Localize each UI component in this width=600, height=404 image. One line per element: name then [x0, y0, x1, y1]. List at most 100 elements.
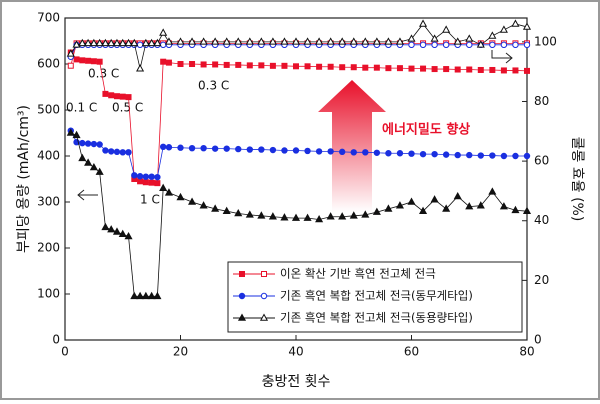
annotation: 0.3 C	[198, 79, 229, 93]
marker	[431, 41, 438, 49]
marker	[385, 65, 392, 72]
marker	[159, 41, 167, 49]
marker	[102, 147, 109, 154]
marker	[395, 201, 404, 209]
marker	[453, 37, 462, 45]
marker	[304, 63, 311, 70]
x-tick-label: 20	[173, 345, 188, 359]
y2-tick-label: 20	[534, 273, 549, 287]
marker	[350, 149, 357, 156]
marker	[304, 147, 311, 155]
marker	[141, 38, 150, 47]
marker	[148, 179, 155, 186]
marker	[258, 146, 265, 153]
legend	[227, 261, 523, 333]
marker	[442, 151, 450, 158]
marker	[269, 62, 276, 69]
marker	[165, 144, 173, 151]
marker	[443, 66, 450, 73]
marker	[96, 58, 103, 65]
marker	[147, 291, 156, 300]
marker	[112, 227, 122, 235]
marker	[499, 25, 508, 33]
marker	[512, 67, 519, 74]
marker	[431, 66, 438, 73]
marker	[131, 172, 138, 179]
marker	[124, 231, 133, 240]
marker	[142, 179, 149, 186]
marker	[316, 63, 323, 70]
marker	[257, 211, 266, 219]
marker	[125, 94, 132, 101]
y2-tick-label: 40	[534, 213, 549, 227]
marker	[113, 93, 120, 100]
marker	[136, 41, 144, 49]
marker	[118, 38, 127, 47]
marker	[523, 41, 531, 49]
marker	[153, 38, 162, 47]
marker	[431, 150, 438, 158]
marker	[280, 213, 289, 221]
marker	[165, 59, 172, 66]
marker	[199, 201, 208, 209]
x-tick-label: 80	[519, 345, 534, 359]
y-tick-label: 200	[37, 241, 60, 255]
marker	[512, 152, 519, 160]
marker	[372, 207, 381, 215]
marker	[465, 202, 474, 210]
marker	[420, 65, 427, 72]
annotation: 0.1 C	[66, 101, 97, 115]
marker	[78, 38, 87, 47]
marker	[125, 149, 132, 156]
marker	[522, 206, 532, 214]
marker	[349, 37, 358, 45]
marker	[524, 67, 530, 74]
marker	[326, 212, 335, 220]
marker	[130, 38, 139, 47]
marker	[466, 66, 473, 73]
marker	[280, 37, 289, 45]
marker	[148, 173, 155, 180]
marker	[477, 152, 484, 159]
marker	[164, 37, 173, 45]
y2-tick-label: 60	[534, 154, 549, 168]
legend-marker	[261, 271, 267, 277]
marker	[78, 153, 87, 162]
legend-marker	[238, 292, 246, 300]
marker	[136, 173, 144, 180]
marker	[338, 37, 347, 45]
marker	[101, 38, 110, 47]
marker	[477, 66, 484, 73]
marker	[95, 167, 104, 175]
marker	[245, 210, 254, 218]
marker	[108, 148, 115, 155]
marker	[315, 214, 324, 223]
y-tick-label: 100	[37, 287, 60, 301]
marker	[66, 49, 75, 57]
marker	[101, 222, 110, 231]
marker	[293, 63, 299, 70]
legend-label: 기존 흑연 복합 전고체 전극(동용량타입)	[280, 311, 473, 325]
marker	[89, 162, 98, 171]
y2-tick-label: 80	[534, 94, 549, 108]
marker	[373, 149, 381, 156]
marker	[281, 62, 288, 69]
marker	[66, 128, 75, 136]
marker	[466, 41, 473, 49]
marker	[160, 58, 167, 65]
marker	[189, 61, 196, 67]
marker	[96, 141, 103, 148]
marker	[327, 63, 334, 70]
marker	[79, 57, 86, 64]
marker	[200, 144, 207, 152]
marker	[349, 211, 358, 219]
marker	[500, 152, 508, 160]
marker	[95, 38, 104, 47]
marker	[350, 64, 357, 71]
axis-arrow	[77, 189, 98, 201]
marker	[338, 212, 347, 220]
marker	[154, 173, 161, 181]
legend-marker	[260, 292, 268, 300]
